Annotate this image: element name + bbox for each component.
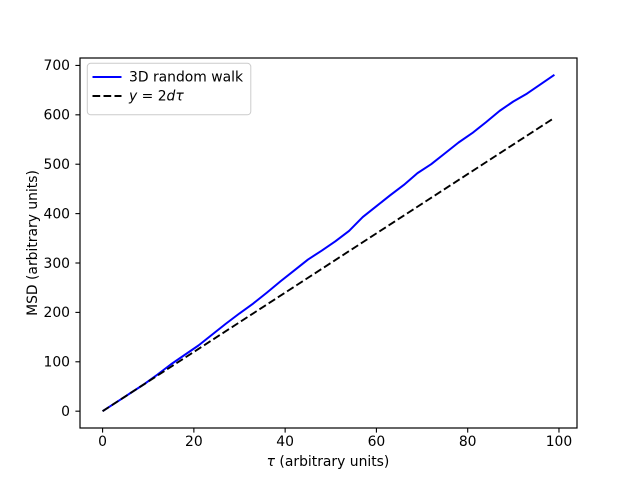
legend-theory-eq: = 2 xyxy=(137,89,166,105)
y-tick-label: 100 xyxy=(43,355,70,371)
y-tick-label: 200 xyxy=(43,305,70,321)
x-tick-label: 100 xyxy=(546,434,573,450)
legend-theory-y: y xyxy=(128,89,138,105)
legend-box xyxy=(86,62,252,116)
y-tick-label: 400 xyxy=(43,206,70,222)
x-tick-label: 20 xyxy=(185,434,203,450)
y-tick-label: 600 xyxy=(43,108,70,124)
plot-series xyxy=(102,73,555,413)
series-line-walk xyxy=(102,73,555,413)
x-axis-label-math: τ xyxy=(267,454,276,470)
series-line-theory xyxy=(102,116,555,412)
x-tick-label: 60 xyxy=(368,434,386,450)
x-tick-label: 40 xyxy=(276,434,294,450)
x-tick-label: 0 xyxy=(98,434,107,450)
plot-area xyxy=(79,57,578,429)
y-tick-label: 300 xyxy=(43,256,70,272)
legend-label-theory: y = 2dτ xyxy=(128,89,184,105)
x-axis-label-rest: (arbitrary units) xyxy=(275,454,389,470)
y-tick-label: 500 xyxy=(43,157,70,173)
y-tick-label: 0 xyxy=(61,404,70,420)
axis-ticks: 0 20 40 60 80 100 0 100 200 300 400 500 600 700 xyxy=(43,58,572,450)
x-axis-label: τ (arbitrary units) xyxy=(267,454,390,470)
legend-theory-dtau: dτ xyxy=(167,89,185,105)
y-axis-label: MSD (arbitrary units) xyxy=(25,170,41,316)
y-tick-label: 700 xyxy=(43,58,70,74)
legend: 3D random walk y = 2dτ xyxy=(86,62,252,116)
x-tick-label: 80 xyxy=(459,434,477,450)
legend-label-walk: 3D random walk xyxy=(129,70,243,86)
